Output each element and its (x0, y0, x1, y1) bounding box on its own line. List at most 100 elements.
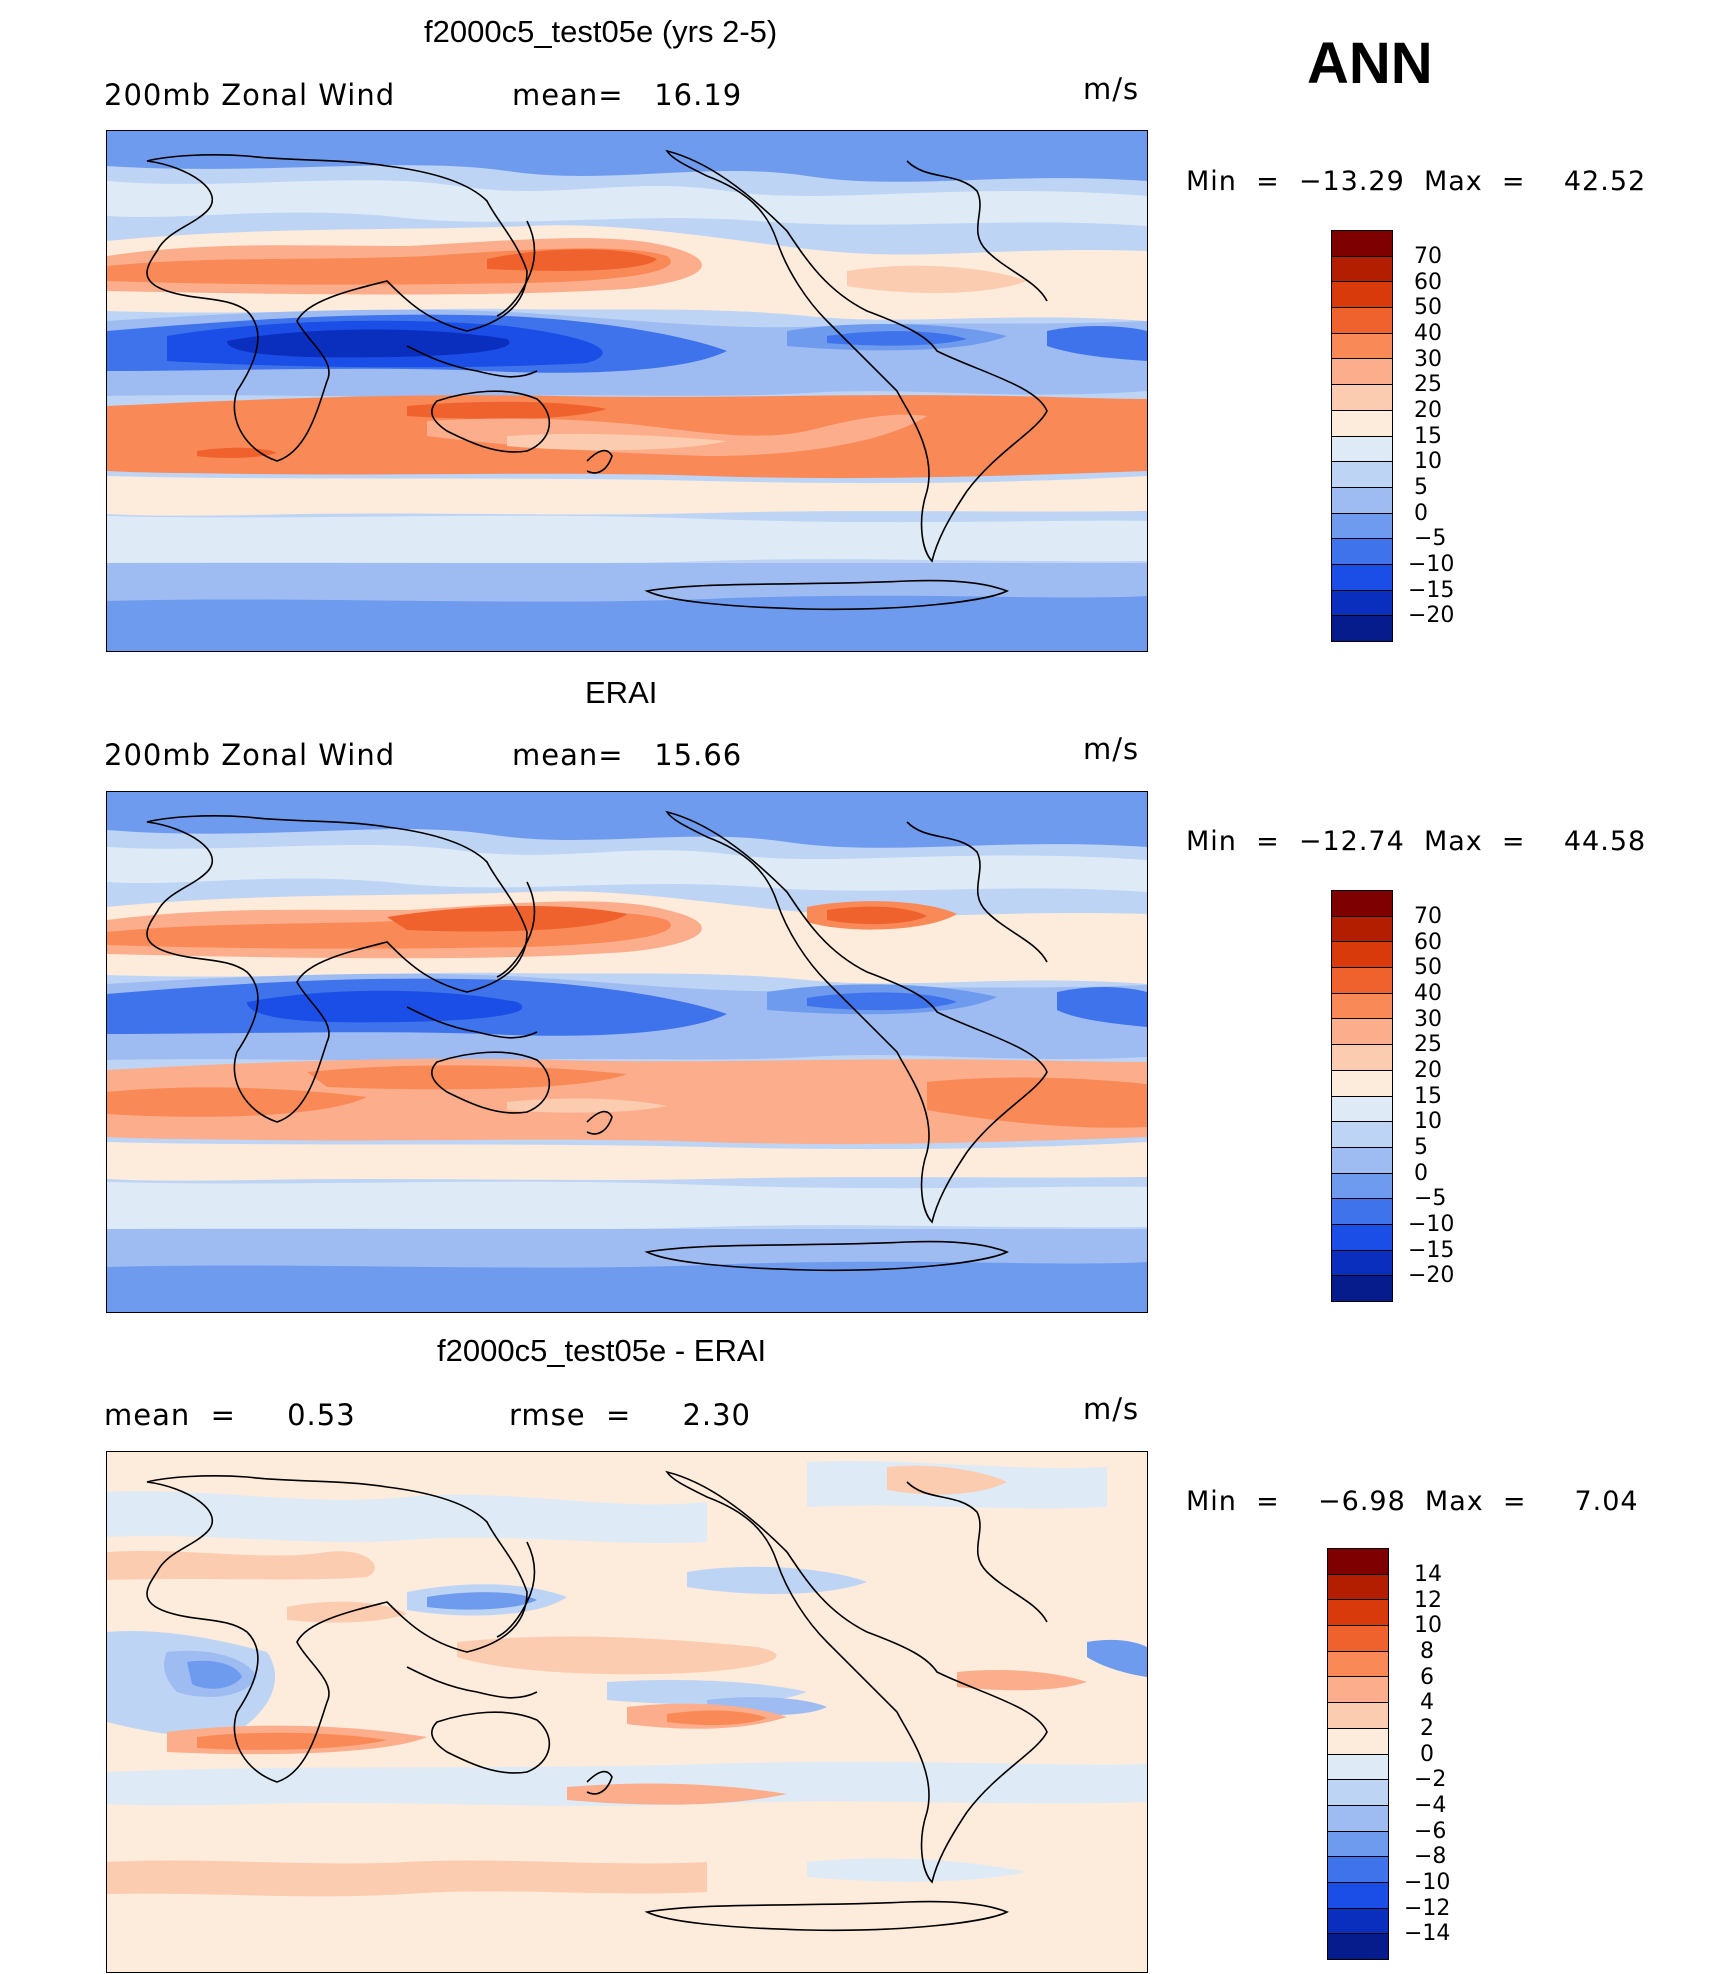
panel1-colorbar-swatch (1332, 385, 1392, 411)
panel2-colorbar-label: 60 (1414, 930, 1442, 955)
panel1-colorbar-swatch (1332, 410, 1392, 437)
panel1-variable-label: 200mb Zonal Wind (104, 78, 396, 112)
panel2-minmax: Min = −12.74 Max = 44.58 (1186, 826, 1647, 857)
panel2-colorbar-swatch (1332, 1250, 1392, 1277)
panel3-colorbar-label: −4 (1414, 1793, 1447, 1818)
panel3-mean-label: mean = 0.53 (104, 1398, 356, 1432)
panel2-colorbar-label: 0 (1414, 1161, 1428, 1186)
panel1-colorbar-swatch (1332, 231, 1392, 257)
panel3-colorbar-swatch (1328, 1805, 1388, 1832)
panel3-colorbar (1327, 1548, 1389, 1960)
season-label: ANN (1307, 31, 1433, 96)
panel1-map (106, 130, 1148, 652)
panel3-colorbar-label: 10 (1414, 1613, 1442, 1638)
panel3-colorbar-swatch (1328, 1831, 1388, 1858)
panel2-colorbar-swatch (1332, 916, 1392, 943)
panel1-colorbar-swatch (1332, 564, 1392, 591)
panel3-colorbar-swatch (1328, 1908, 1388, 1935)
panel2-colorbar (1331, 890, 1393, 1302)
panel1-colorbar-label: 0 (1414, 501, 1428, 526)
panel3-colorbar-swatch (1328, 1574, 1388, 1601)
panel2-colorbar-swatch (1332, 1019, 1392, 1046)
panel2-colorbar-swatch (1332, 1199, 1392, 1225)
panel3-colorbar-swatch (1328, 1549, 1388, 1575)
panel3-colorbar-label: −8 (1414, 1844, 1447, 1869)
panel1-colorbar-label: −10 (1408, 552, 1455, 577)
panel3-colorbar-swatch (1328, 1728, 1388, 1755)
panel1-colorbar-swatch (1332, 462, 1392, 488)
panel2-colorbar-swatch (1332, 1122, 1392, 1148)
panel3-contour-field (107, 1452, 1147, 1972)
panel1-colorbar-swatch (1332, 359, 1392, 386)
panel3-colorbar-swatch (1328, 1651, 1388, 1678)
panel3-colorbar-swatch (1328, 1857, 1388, 1883)
panel3-colorbar-label: 4 (1420, 1690, 1434, 1715)
panel1-mean-label: mean= 16.19 (512, 78, 743, 112)
panel3-colorbar-label: −14 (1404, 1921, 1451, 1946)
panel1-colorbar-swatch (1332, 590, 1392, 617)
panel2-colorbar-label: 15 (1414, 1084, 1442, 1109)
panel1-colorbar-label: 20 (1414, 398, 1442, 423)
panel1-minmax: Min = −13.29 Max = 42.52 (1186, 166, 1647, 197)
panel2-colorbar-label: 40 (1414, 981, 1442, 1006)
panel1-colorbar-label: −5 (1414, 526, 1447, 551)
panel1-colorbar-swatch (1332, 539, 1392, 565)
panel3-colorbar-label: 2 (1420, 1716, 1434, 1741)
panel1-colorbar-label: −20 (1408, 603, 1455, 628)
panel1-units: m/s (1083, 72, 1140, 106)
panel2-colorbar-label: −20 (1408, 1263, 1455, 1288)
panel2-colorbar-swatch (1332, 1276, 1392, 1301)
panel3-colorbar-label: 8 (1420, 1639, 1434, 1664)
panel2-colorbar-swatch (1332, 1147, 1392, 1174)
panel2-colorbar-swatch (1332, 1173, 1392, 1200)
panel2-colorbar-label: 50 (1414, 955, 1442, 980)
panel3-colorbar-label: −12 (1404, 1896, 1451, 1921)
panel2-mean-label: mean= 15.66 (512, 738, 743, 772)
panel1-colorbar-label: 25 (1414, 372, 1442, 397)
panel2-colorbar-swatch (1332, 993, 1392, 1020)
panel2-colorbar-swatch (1332, 1070, 1392, 1097)
panel2-colorbar-label: −15 (1408, 1238, 1455, 1263)
panel3-colorbar-swatch (1328, 1882, 1388, 1909)
panel2-colorbar-swatch (1332, 942, 1392, 969)
panel1-colorbar-label: 70 (1414, 244, 1442, 269)
panel1-colorbar-label: 40 (1414, 321, 1442, 346)
panel1-colorbar-label: 60 (1414, 270, 1442, 295)
panel1-colorbar-swatch (1332, 282, 1392, 309)
panel3-colorbar-swatch (1328, 1703, 1388, 1729)
panel3-colorbar-label: 6 (1420, 1665, 1434, 1690)
panel1-colorbar-label: 15 (1414, 424, 1442, 449)
panel2-colorbar-label: −5 (1414, 1186, 1447, 1211)
panel2-map (106, 791, 1148, 1313)
panel3-colorbar-swatch (1328, 1626, 1388, 1652)
panel3-colorbar-swatch (1328, 1677, 1388, 1704)
panel1-colorbar-swatch (1332, 513, 1392, 540)
panel1-colorbar-swatch (1332, 487, 1392, 514)
panel2-colorbar-label: 5 (1414, 1135, 1428, 1160)
panel2-colorbar-label: −10 (1408, 1212, 1455, 1237)
panel3-colorbar-swatch (1328, 1780, 1388, 1806)
panel3-colorbar-label: −2 (1414, 1767, 1447, 1792)
panel3-colorbar-label: −10 (1404, 1870, 1451, 1895)
panel3-colorbar-label: −6 (1414, 1819, 1447, 1844)
panel2-colorbar-label: 25 (1414, 1032, 1442, 1057)
panel3-units: m/s (1083, 1392, 1140, 1426)
panel2-colorbar-swatch (1332, 968, 1392, 994)
panel2-colorbar-label: 70 (1414, 904, 1442, 929)
panel3-colorbar-label: 0 (1420, 1742, 1434, 1767)
panel2-colorbar-swatch (1332, 1045, 1392, 1071)
panel1-colorbar-swatch (1332, 436, 1392, 463)
panel3-map (106, 1451, 1148, 1973)
panel2-colorbar-label: 10 (1414, 1109, 1442, 1134)
panel1-colorbar-swatch (1332, 256, 1392, 283)
panel2-variable-label: 200mb Zonal Wind (104, 738, 396, 772)
panel1-colorbar-label: 5 (1414, 475, 1428, 500)
panel2-colorbar-swatch (1332, 891, 1392, 917)
panel1-contour-field (107, 131, 1147, 651)
panel1-colorbar-swatch (1332, 308, 1392, 334)
panel2-colorbar-label: 30 (1414, 1007, 1442, 1032)
panel3-colorbar-label: 14 (1414, 1562, 1442, 1587)
panel3-colorbar-swatch (1328, 1754, 1388, 1781)
panel2-colorbar-label: 20 (1414, 1058, 1442, 1083)
panel1-colorbar (1331, 230, 1393, 642)
